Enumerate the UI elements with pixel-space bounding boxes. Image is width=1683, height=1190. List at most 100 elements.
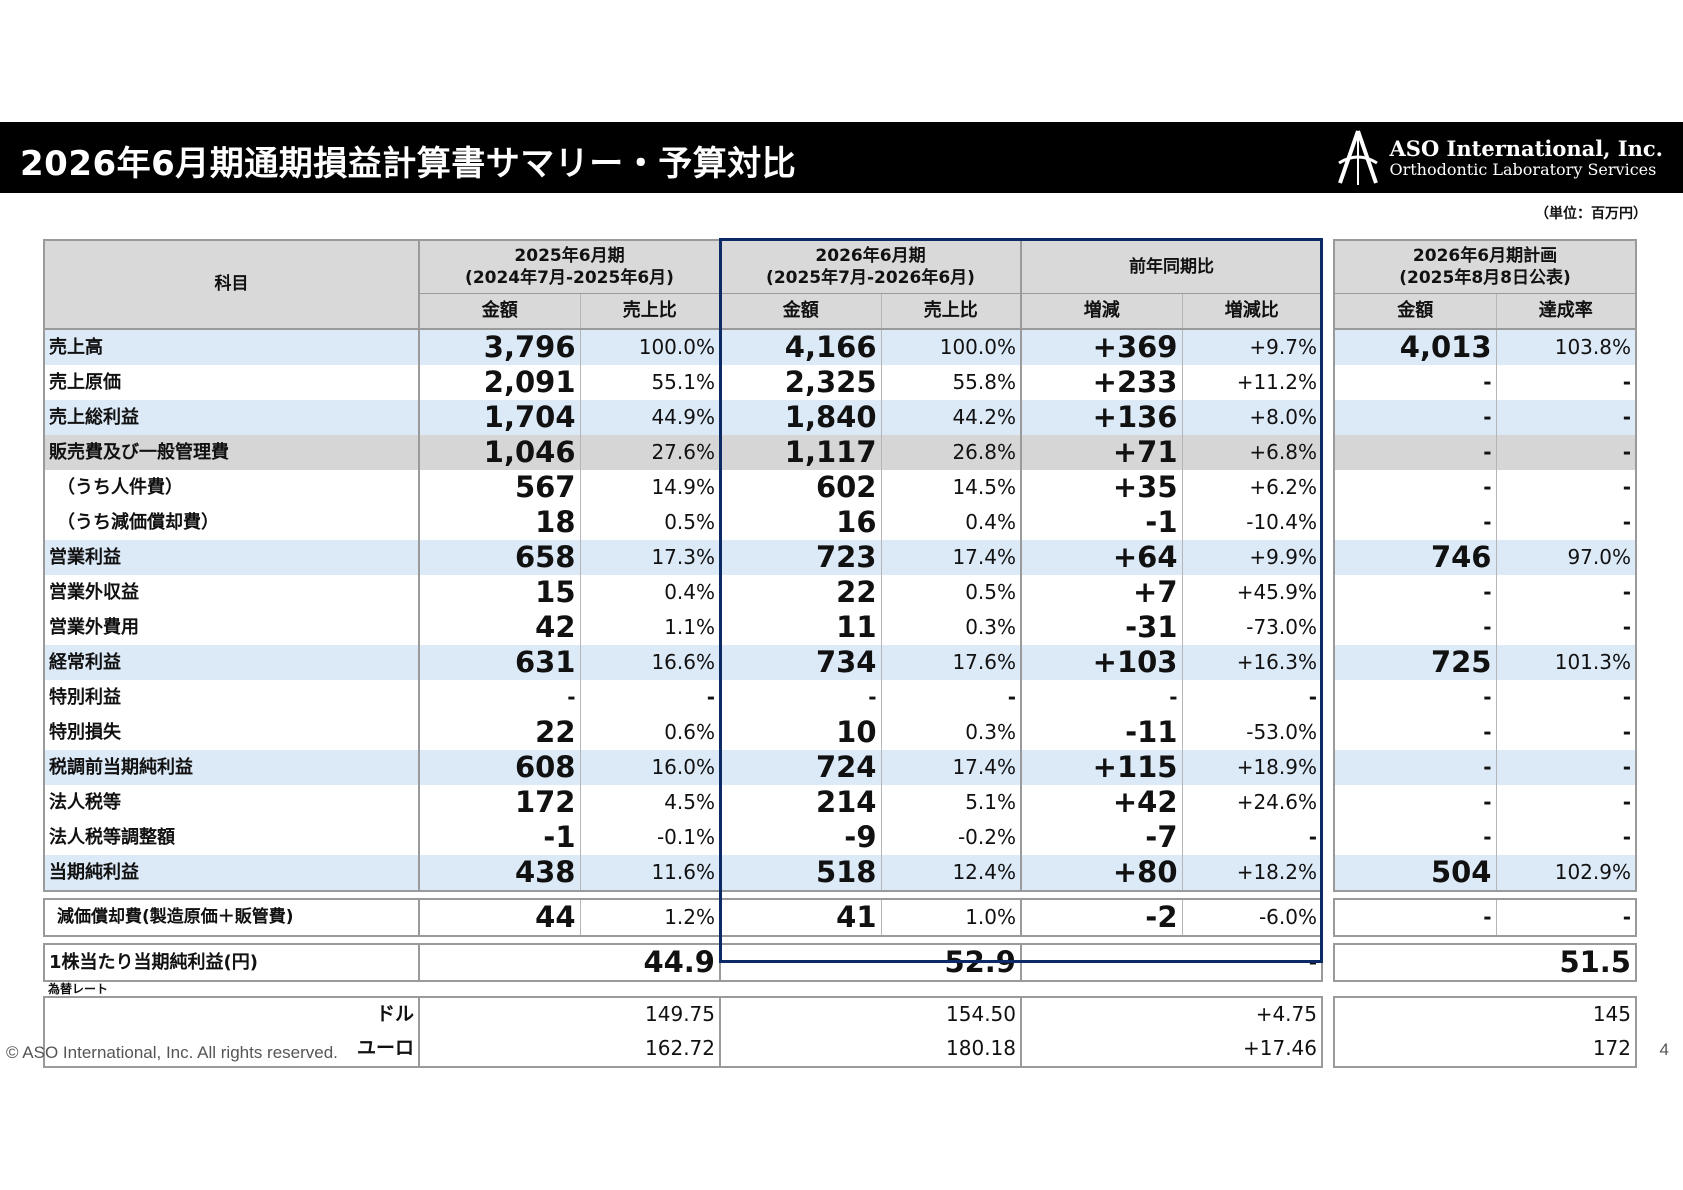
company-logo: ASO International, Inc. Orthodontic Labo… [1335, 128, 1663, 188]
yoy-change: +103 [1020, 644, 1182, 680]
fx-plan: 172 [1333, 1031, 1637, 1068]
ratio-2026: - [880, 679, 1021, 715]
ratio-2026: 17.4% [880, 749, 1021, 785]
yoy-change: +233 [1020, 364, 1182, 400]
table-row: 特別利益 - - - - - - - - [43, 679, 1637, 715]
header-amount-2025: 金額 [418, 293, 580, 329]
amount-2026: 16 [719, 504, 881, 540]
yoy-change-rate: -6.0% [1181, 897, 1323, 937]
header-amount-2026: 金額 [719, 293, 881, 329]
income-statement-table: 科目 2025年6月期 (2024年7月-2025年6月) 2026年6月期 (… [43, 239, 1637, 1068]
row-label: 税調前当期純利益 [43, 749, 420, 785]
amount-2025: 631 [418, 644, 580, 680]
ratio-2026: 5.1% [880, 784, 1021, 820]
table-row: 営業外費用 42 1.1% 11 0.3% -31 -73.0% - - [43, 609, 1637, 645]
plan-amount: - [1333, 399, 1496, 435]
row-label: 営業外費用 [43, 609, 420, 645]
row-label: 営業外収益 [43, 574, 420, 610]
yoy-change: +80 [1020, 854, 1182, 892]
fx-change: +17.46 [1020, 1031, 1323, 1068]
amount-2026: 22 [719, 574, 881, 610]
amount-2025: 172 [418, 784, 580, 820]
yoy-change-rate: +6.8% [1181, 434, 1323, 470]
page-title: 2026年6月期通期損益計算書サマリー・予算対比 [20, 144, 797, 184]
yoy-change: +71 [1020, 434, 1182, 470]
ratio-2025: 14.9% [579, 469, 720, 505]
ratio-2025: 0.4% [579, 574, 720, 610]
title-bar: 2026年6月期通期損益計算書サマリー・予算対比 ASO Internation… [0, 122, 1683, 193]
amount-2025: 1,046 [418, 434, 580, 470]
header-subject: 科目 [43, 239, 420, 329]
fx-rate-label: 為替レート [48, 981, 109, 996]
amount-2025: 15 [418, 574, 580, 610]
table-row: 販売費及び一般管理費 1,046 27.6% 1,117 26.8% +71 +6.8% - - [43, 434, 1637, 470]
amount-2026: 518 [719, 854, 881, 892]
amount-2026: 1,117 [719, 434, 881, 470]
ratio-2026: 55.8% [880, 364, 1021, 400]
ratio-2025: 16.6% [579, 644, 720, 680]
ratio-2026: 17.4% [880, 539, 1021, 575]
plan-amount: - [1333, 609, 1496, 645]
ratio-2025: 17.3% [579, 539, 720, 575]
header-fy2025: 2025年6月期 (2024年7月-2025年6月) [418, 239, 720, 294]
header-change-rate: 増減比 [1181, 293, 1323, 329]
table-row: 特別損失 22 0.6% 10 0.3% -11 -53.0% - - [43, 714, 1637, 750]
fx-currency-label: ドル [43, 995, 420, 1032]
amount-2025: -1 [418, 819, 580, 855]
yoy-change-rate: +11.2% [1181, 364, 1323, 400]
achievement-rate: - [1495, 784, 1637, 820]
header-fy2026: 2026年6月期 (2025年7月-2026年6月) [719, 239, 1021, 294]
fx-currency-label: ユーロ [43, 1031, 420, 1068]
fx-2026: 154.50 [719, 995, 1021, 1032]
ratio-2025: -0.1% [579, 819, 720, 855]
amount-2026: -9 [719, 819, 881, 855]
achievement-rate: - [1495, 434, 1637, 470]
achievement-rate: - [1495, 574, 1637, 610]
ratio-2025: 27.6% [579, 434, 720, 470]
table-row: 法人税等 172 4.5% 214 5.1% +42 +24.6% - - [43, 784, 1637, 820]
yoy-change-rate: +9.7% [1181, 327, 1323, 365]
table-row: 売上原価 2,091 55.1% 2,325 55.8% +233 +11.2% - - [43, 364, 1637, 400]
eps-2026: 52.9 [719, 942, 1021, 982]
header-ratio-2025: 売上比 [579, 293, 720, 329]
achievement-rate: - [1495, 679, 1637, 715]
copyright-footer: © ASO International, Inc. All rights res… [6, 1043, 338, 1062]
header-achievement: 達成率 [1495, 293, 1637, 329]
row-label: 売上高 [43, 327, 420, 365]
table-row: （うち人件費） 567 14.9% 602 14.5% +35 +6.2% - - [43, 469, 1637, 505]
amount-2025: 567 [418, 469, 580, 505]
amount-2026: 41 [719, 897, 881, 937]
yoy-change-rate: +18.2% [1181, 854, 1323, 892]
amount-2026: 2,325 [719, 364, 881, 400]
yoy-change-rate: +16.3% [1181, 644, 1323, 680]
ratio-2026: 14.5% [880, 469, 1021, 505]
page-number: 4 [1659, 1040, 1669, 1059]
table-row: 売上総利益 1,704 44.9% 1,840 44.2% +136 +8.0% - - [43, 399, 1637, 435]
eps-change: - [1020, 942, 1323, 982]
table-row: 当期純利益 438 11.6% 518 12.4% +80 +18.2% 504 102.9% [43, 854, 1637, 892]
row-label: （うち減価償却費） [43, 504, 420, 540]
header-plan: 2026年6月期計画 (2025年8月8日公表) [1333, 239, 1637, 294]
plan-amount: 746 [1333, 539, 1496, 575]
plan-amount: - [1333, 819, 1496, 855]
amount-2026: - [719, 679, 881, 715]
row-label: 営業利益 [43, 539, 420, 575]
amount-2025: 22 [418, 714, 580, 750]
ratio-2026: 0.3% [880, 609, 1021, 645]
ratio-2026: 26.8% [880, 434, 1021, 470]
achievement-rate: - [1495, 609, 1637, 645]
ratio-2026: 0.3% [880, 714, 1021, 750]
header-plan-amount: 金額 [1333, 293, 1496, 329]
yoy-change: +7 [1020, 574, 1182, 610]
amount-2026: 734 [719, 644, 881, 680]
yoy-change-rate: - [1181, 679, 1323, 715]
yoy-change-rate: -10.4% [1181, 504, 1323, 540]
table-row: （うち減価償却費） 18 0.5% 16 0.4% -1 -10.4% - - [43, 504, 1637, 540]
row-label: 法人税等 [43, 784, 420, 820]
logo-company-name: ASO International, Inc. [1389, 135, 1663, 161]
plan-amount: - [1333, 749, 1496, 785]
eps-row: 1株当たり当期純利益(円) 44.9 52.9-51.5 [43, 942, 1637, 982]
yoy-change: +35 [1020, 469, 1182, 505]
ratio-2025: 0.6% [579, 714, 720, 750]
amount-2026: 214 [719, 784, 881, 820]
